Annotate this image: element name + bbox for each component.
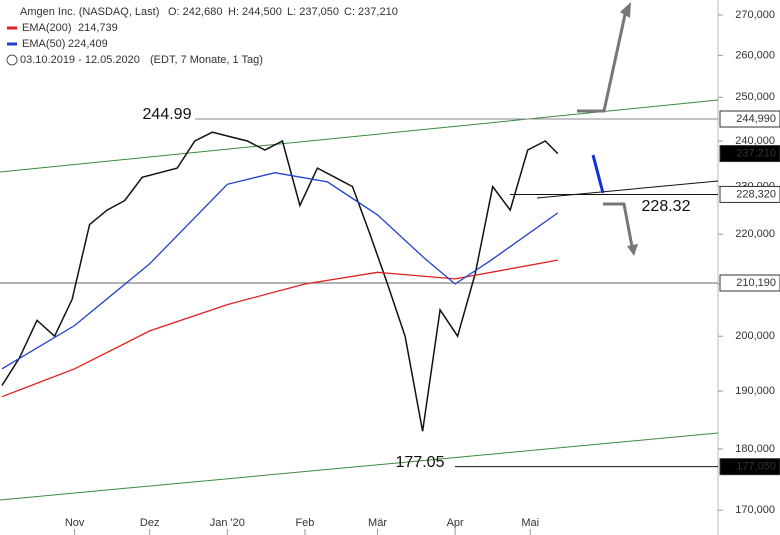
legend-open: O: 242,680 bbox=[168, 6, 222, 18]
x-tick-label: Apr bbox=[447, 517, 464, 529]
x-tick-label: Nov bbox=[65, 517, 85, 529]
price-annotation: 228.32 bbox=[642, 198, 691, 215]
legend: Amgen Inc. (NASDAQ, Last) O: 242,680 H: … bbox=[6, 6, 398, 66]
y-tick-label: 260,000 bbox=[735, 49, 775, 61]
down-arrow-head bbox=[627, 244, 638, 256]
x-tick-label: Mai bbox=[521, 517, 539, 529]
legend-period-note: (EDT, 7 Monate, 1 Tag) bbox=[150, 54, 263, 66]
legend-period: 03.10.2019 - 12.05.2020 bbox=[20, 54, 140, 66]
legend-swatch bbox=[7, 42, 17, 46]
legend-close: C: 237,210 bbox=[344, 6, 398, 18]
upper-trend-channel bbox=[0, 99, 719, 173]
projection-line bbox=[591, 154, 605, 194]
x-tick-label: Dez bbox=[140, 517, 160, 529]
price-annotation: 244.99 bbox=[143, 106, 192, 123]
price-box bbox=[719, 185, 780, 203]
x-tick-label: Feb bbox=[295, 517, 314, 529]
price-box-label: 228,320 bbox=[736, 188, 776, 200]
price-box-label: 210,190 bbox=[736, 277, 776, 289]
y-tick-label: 190,000 bbox=[735, 385, 775, 397]
clock-icon bbox=[6, 54, 18, 66]
y-tick-label: 220,000 bbox=[735, 228, 775, 240]
legend-low: L: 237,050 bbox=[287, 6, 339, 18]
price-box-label: 244,990 bbox=[736, 113, 776, 125]
x-tick-label: Mär bbox=[368, 517, 387, 529]
y-tick-label: 170,000 bbox=[735, 504, 775, 516]
price-annotation: 177.05 bbox=[396, 454, 445, 471]
price-box bbox=[719, 145, 780, 163]
legend-name: EMA(50) bbox=[22, 38, 65, 50]
legend-name: EMA(200) bbox=[22, 22, 72, 34]
legend-value: 224,409 bbox=[68, 38, 108, 50]
x-tick-label: Jan '20 bbox=[210, 517, 245, 529]
y-tick-label: 200,000 bbox=[735, 330, 775, 342]
support-trendline bbox=[536, 180, 719, 199]
down-arrow bbox=[603, 202, 635, 253]
price-box bbox=[719, 110, 780, 128]
up-arrow bbox=[577, 9, 628, 113]
y-tick-label: 240,000 bbox=[735, 135, 775, 147]
y-tick-label: 180,000 bbox=[735, 443, 775, 455]
legend-swatch bbox=[7, 26, 17, 30]
y-tick-label: 250,000 bbox=[735, 91, 775, 103]
price-line bbox=[1, 172, 559, 370]
price-box bbox=[719, 274, 780, 292]
up-arrow-head bbox=[620, 2, 631, 18]
price-line bbox=[1, 131, 559, 432]
price-box-label: 177,050 bbox=[736, 461, 776, 473]
legend-title: Amgen Inc. (NASDAQ, Last) bbox=[20, 6, 159, 18]
legend-value: 214,739 bbox=[78, 22, 118, 34]
price-box bbox=[719, 458, 780, 476]
y-tick-label: 270,000 bbox=[735, 9, 775, 21]
lower-trend-channel bbox=[0, 432, 719, 501]
price-box-label: 237,210 bbox=[736, 147, 776, 159]
price-line bbox=[1, 259, 558, 398]
legend-high: H: 244,500 bbox=[228, 6, 282, 18]
